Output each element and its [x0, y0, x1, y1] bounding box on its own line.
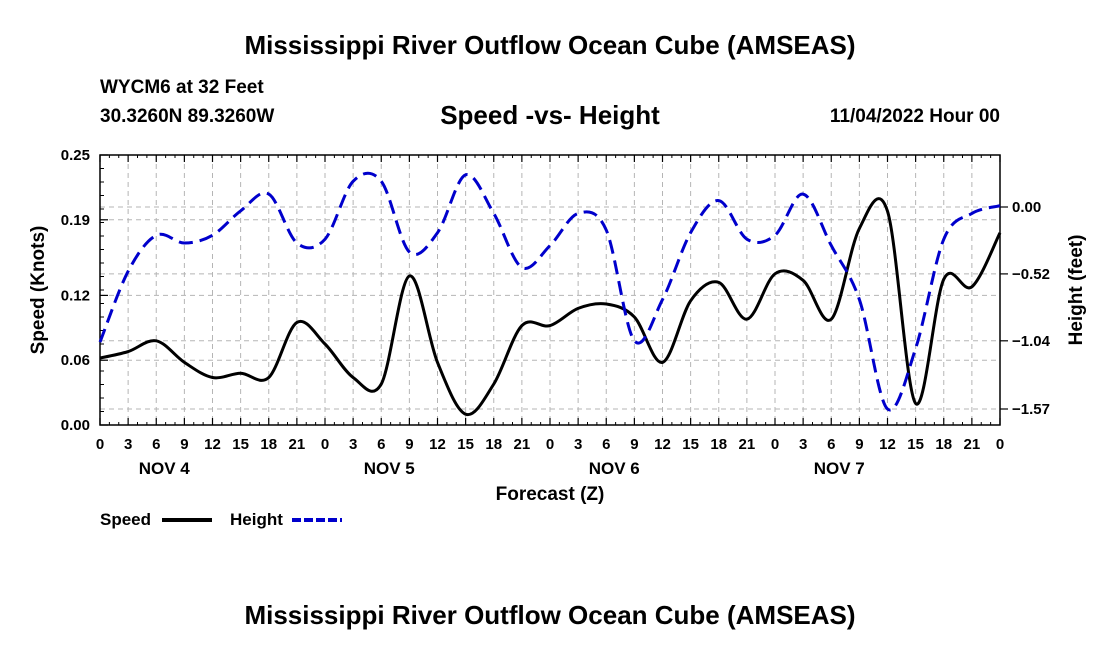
x-tick-label: 6	[152, 436, 160, 453]
x-tick-label: 15	[232, 436, 249, 453]
x-tick-label: 12	[204, 436, 221, 453]
x-tick-label: 18	[485, 436, 502, 453]
x-tick-label: 18	[710, 436, 727, 453]
x-tick-label: 3	[799, 436, 807, 453]
day-label: NOV 5	[364, 459, 415, 478]
x-tick-label: 9	[405, 436, 413, 453]
y-left-tick-label: 0.06	[61, 352, 90, 369]
x-tick-label: 12	[879, 436, 896, 453]
x-tick-label: 21	[514, 436, 531, 453]
x-tick-label: 0	[546, 436, 554, 453]
x-tick-label: 3	[349, 436, 357, 453]
series-speed-line	[99, 197, 1002, 417]
series-height-line	[98, 171, 1001, 412]
footer-title: Mississippi River Outflow Ocean Cube (AM…	[244, 600, 856, 630]
x-tick-label: 15	[907, 436, 924, 453]
x-tick-label: 18	[935, 436, 952, 453]
y-axis-right-label: Height (feet)	[1066, 235, 1087, 346]
y-right-tick-label: 0.00	[1012, 199, 1041, 216]
legend: Speed Height	[100, 510, 342, 529]
coordinates-label: 30.3260N 89.3260W	[100, 106, 275, 127]
x-tick-label: 0	[96, 436, 104, 453]
x-axis-label: Forecast (Z)	[496, 484, 605, 505]
x-tick-label: 21	[739, 436, 756, 453]
x-tick-label: 18	[260, 436, 277, 453]
day-label: NOV 7	[814, 459, 865, 478]
x-tick-label: 0	[321, 436, 329, 453]
x-tick-label: 6	[827, 436, 835, 453]
x-tick-label: 15	[682, 436, 699, 453]
axis-ticks	[99, 154, 1008, 426]
y-left-tick-label: 0.12	[61, 287, 90, 304]
legend-label-speed: Speed	[100, 510, 151, 529]
day-label: NOV 6	[589, 459, 640, 478]
y-left-tick-label: 0.00	[61, 417, 90, 434]
x-tick-label: 3	[124, 436, 132, 453]
x-tick-label: 9	[855, 436, 863, 453]
y-left-tick-label: 0.25	[61, 147, 90, 164]
station-label: WYCM6 at 32 Feet	[100, 77, 264, 98]
x-tick-label: 0	[771, 436, 779, 453]
y-right-tick-label: −0.52	[1012, 266, 1050, 283]
x-tick-label: 3	[574, 436, 582, 453]
y-right-tick-label: −1.57	[1012, 401, 1050, 418]
x-tick-label: 0	[996, 436, 1004, 453]
day-label: NOV 4	[139, 459, 191, 478]
chart-title: Mississippi River Outflow Ocean Cube (AM…	[244, 30, 856, 60]
x-tick-label: 21	[964, 436, 981, 453]
x-tick-label: 9	[180, 436, 188, 453]
axis-labels: 0 3 6 9 12 15 18 21 0 3 6 9 12 15 18 21 0 3 6 9 12 15 18 21 0 3 6 9…	[61, 147, 1051, 478]
forecast-datetime: 11/04/2022 Hour 00	[829, 106, 1000, 127]
chart-subtitle: Speed -vs- Height	[440, 100, 660, 130]
grid	[100, 155, 1000, 425]
x-tick-label: 6	[377, 436, 385, 453]
legend-label-height: Height	[230, 510, 283, 529]
y-left-tick-label: 0.19	[61, 212, 90, 229]
x-tick-label: 12	[429, 436, 446, 453]
x-tick-label: 12	[654, 436, 671, 453]
x-tick-label: 15	[457, 436, 474, 453]
y-axis-left-label: Speed (Knots)	[28, 226, 49, 355]
series-lines	[98, 171, 1002, 417]
x-tick-label: 9	[630, 436, 638, 453]
y-right-tick-label: −1.04	[1012, 333, 1051, 350]
x-tick-label: 6	[602, 436, 610, 453]
x-tick-label: 21	[289, 436, 306, 453]
